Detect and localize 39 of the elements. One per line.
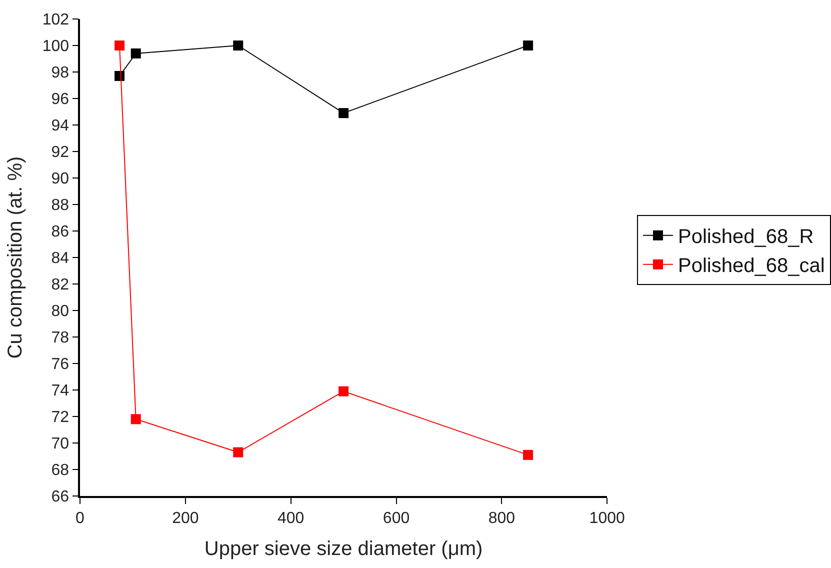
y-tick-label: 100 (42, 38, 70, 56)
y-tick-label: 76 (51, 356, 70, 374)
y-tick-label: 88 (51, 197, 70, 214)
legend-label: Polished_68_R (678, 226, 814, 248)
y-tick-label: 90 (51, 170, 70, 188)
y-tick-label: 82 (51, 276, 70, 294)
y-tick-label: 94 (51, 118, 70, 135)
legend-label: Polished_68_cal (678, 255, 825, 278)
y-tick-label: 102 (42, 12, 70, 29)
y-tick-label: 72 (51, 409, 70, 426)
y-tick-label: 80 (51, 303, 70, 320)
point (233, 40, 244, 50)
y-axis-title: Cu composition (at. %) (4, 156, 26, 359)
point (338, 108, 349, 118)
point (130, 48, 141, 58)
y-tick-label: 66 (51, 488, 70, 506)
y-tick-label: 92 (51, 144, 70, 162)
y-tick-label: 70 (51, 436, 70, 453)
y-tick-label: 74 (51, 382, 70, 400)
x-tick-label: 600 (382, 510, 410, 527)
point (130, 414, 141, 424)
x-tick-label: 800 (488, 510, 516, 527)
x-tick-label: 200 (172, 510, 199, 527)
point (114, 70, 125, 81)
y-tick-label: 86 (51, 224, 70, 241)
y-tick-label: 68 (51, 462, 70, 480)
point (338, 386, 349, 396)
y-tick-label: 96 (51, 91, 70, 108)
point (523, 450, 534, 460)
x-tick-label: 400 (277, 510, 304, 527)
y-tick-label: 98 (51, 64, 70, 82)
point (114, 40, 125, 50)
x-axis-title: Upper sieve size diameter (μm) (204, 538, 483, 560)
y-tick-label: 78 (51, 330, 70, 347)
x-tick-label: 1000 (589, 510, 625, 527)
x-tick-label: 0 (76, 510, 85, 527)
point (233, 447, 244, 458)
point (523, 40, 534, 50)
y-tick-label: 84 (51, 250, 70, 268)
